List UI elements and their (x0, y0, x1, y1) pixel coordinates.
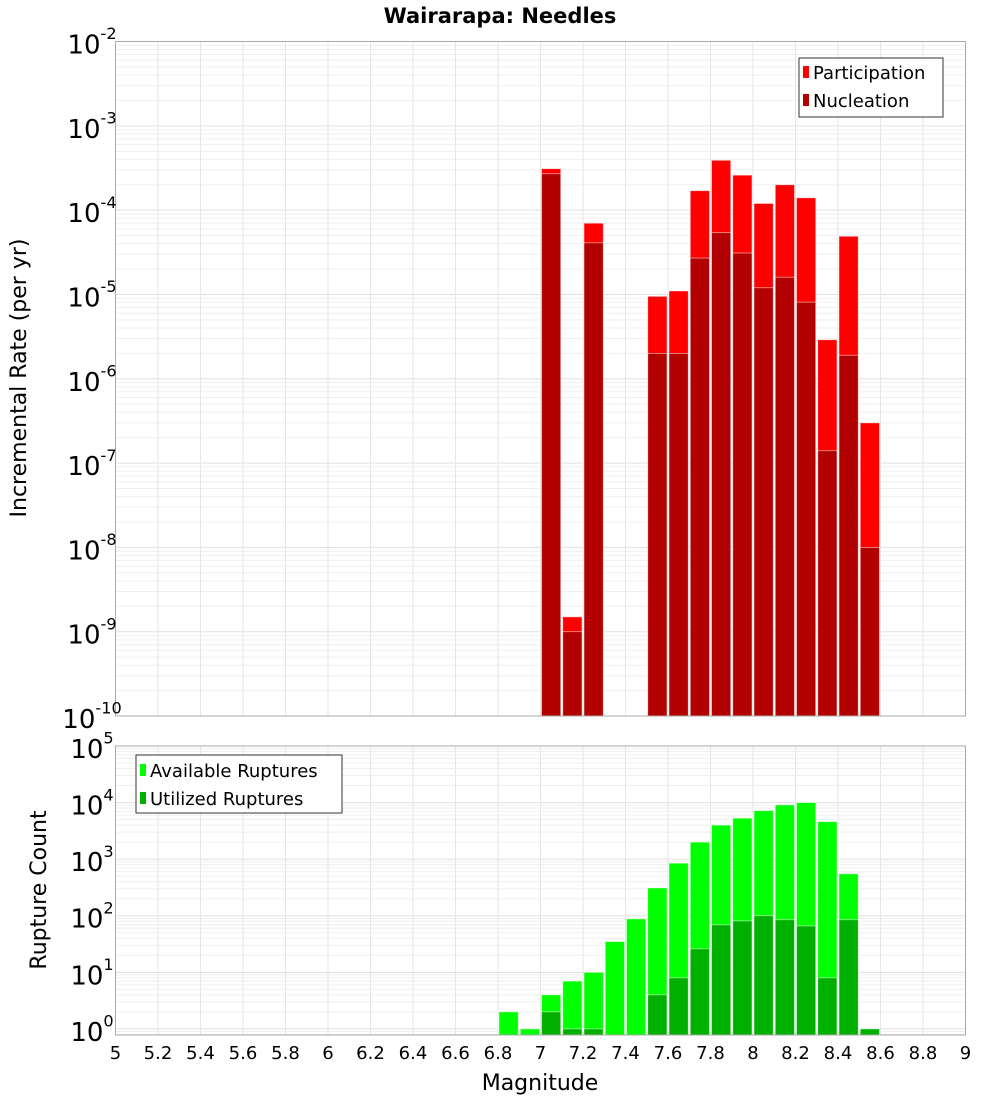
top-y-tick-label: 10-10 (62, 699, 121, 735)
x-tick-label: 6.2 (356, 1043, 385, 1064)
x-tick-label: 6.6 (441, 1043, 470, 1064)
top-bar-nucleation (732, 252, 753, 717)
top-legend: Participation Nucleation (798, 57, 944, 118)
bottom-y-tick-label: 105 (70, 729, 113, 765)
bottom-bar-available-ruptures (519, 1028, 540, 1036)
legend-label-available: Available Ruptures (150, 761, 318, 782)
top-bar-nucleation (753, 287, 774, 717)
x-tick-label: 9 (960, 1043, 971, 1064)
top-bar-nucleation (774, 276, 795, 717)
top-y-tick-label: 10-3 (67, 109, 116, 145)
legend-swatch-nucleation (803, 94, 809, 106)
x-axis-label: Magnitude (482, 1071, 599, 1096)
bottom-bar-utilized-ruptures (817, 977, 838, 1036)
bottom-bar-utilized-ruptures (859, 1028, 880, 1036)
top-y-tick-label: 10-7 (67, 446, 116, 482)
bottom-bar-utilized-ruptures (796, 925, 817, 1036)
bottom-bar-available-ruptures (604, 941, 625, 1036)
top-y-tick-label: 10-8 (67, 530, 116, 566)
bottom-y-tick-label: 104 (70, 785, 113, 821)
bottom-bar-utilized-ruptures (562, 1028, 583, 1036)
top-bar-nucleation (838, 354, 859, 717)
top-bar-nucleation (689, 257, 710, 717)
top-bar-nucleation (668, 352, 689, 717)
legend-swatch-participation (803, 66, 809, 78)
bottom-bar-utilized-ruptures (668, 977, 689, 1036)
legend-label-nucleation: Nucleation (813, 91, 909, 112)
x-tick-label: 5.8 (271, 1043, 300, 1064)
top-plot-border (115, 41, 966, 717)
bottom-y-axis-label: Rupture Count (27, 810, 52, 970)
top-bar-nucleation (562, 631, 583, 717)
bottom-y-tick-label: 102 (70, 898, 113, 934)
bottom-y-tick-label: 103 (70, 842, 113, 878)
top-bar-nucleation (541, 173, 562, 717)
x-tick-label: 7 (535, 1043, 546, 1064)
x-tick-label: 8 (747, 1043, 758, 1064)
bottom-bar-utilized-ruptures (689, 948, 710, 1036)
bottom-bar-utilized-ruptures (583, 1028, 604, 1036)
top-y-axis-label: Incremental Rate (per yr) (7, 239, 32, 518)
top-y-tick-label: 10-5 (67, 277, 116, 313)
x-tick-label: 8.2 (781, 1043, 810, 1064)
bottom-bar-utilized-ruptures (711, 924, 732, 1036)
top-y-tick-label: 10-4 (67, 193, 116, 229)
bottom-bar-available-ruptures (583, 971, 604, 1036)
top-bar-nucleation (796, 301, 817, 717)
top-bar-nucleation (859, 546, 880, 717)
legend-label-participation: Participation (813, 63, 925, 84)
top-bar-nucleation (711, 232, 732, 717)
x-tick-label: 6.8 (484, 1043, 513, 1064)
bottom-plot-border (115, 745, 966, 1036)
top-plot-rate: 10-10 10-9 10-8 10-7 10-6 10-5 10-4 10-3 10-2 (62, 24, 966, 735)
bottom-bar-utilized-ruptures (541, 1011, 562, 1036)
bottom-bar-available-ruptures (626, 918, 647, 1036)
x-tick-label: 5.2 (144, 1043, 173, 1064)
x-axis-ticks: 5 5.2 5.4 5.6 5.8 6 6.2 6.4 6.6 6.8 7 7.2 7.4 7.6 7.8 8… (110, 1043, 971, 1064)
top-bar-nucleation (817, 450, 838, 717)
x-tick-label: 6.4 (399, 1043, 428, 1064)
x-tick-label: 6 (322, 1043, 333, 1064)
x-tick-label: 8.4 (824, 1043, 853, 1064)
x-tick-label: 7.8 (696, 1043, 725, 1064)
bottom-bar-utilized-ruptures (732, 920, 753, 1036)
legend-swatch-utilized (140, 792, 146, 804)
top-bar-nucleation (583, 242, 604, 717)
x-tick-label: 7.4 (611, 1043, 640, 1064)
top-y-tick-label: 10-9 (67, 614, 116, 650)
x-tick-label: 5.4 (186, 1043, 215, 1064)
bottom-bar-available-ruptures (498, 1011, 519, 1036)
legend-swatch-available (140, 764, 146, 776)
top-bar-nucleation (647, 352, 668, 717)
chart-title: Wairarapa: Needles (384, 4, 617, 28)
x-tick-label: 8.8 (909, 1043, 938, 1064)
x-tick-label: 5 (110, 1043, 121, 1064)
bottom-bar-utilized-ruptures (647, 994, 668, 1036)
top-y-tick-label: 10-6 (67, 361, 116, 397)
bottom-y-tick-label: 101 (70, 955, 113, 991)
bottom-bar-utilized-ruptures (753, 915, 774, 1036)
bottom-bar-utilized-ruptures (774, 919, 795, 1036)
top-y-tick-label: 10-2 (67, 24, 116, 60)
bottom-y-tick-label: 100 (70, 1012, 113, 1048)
x-tick-label: 8.6 (866, 1043, 895, 1064)
bottom-legend: Available Ruptures Utilized Ruptures (135, 754, 343, 814)
x-tick-label: 5.6 (229, 1043, 258, 1064)
bottom-bar-utilized-ruptures (838, 919, 859, 1036)
x-tick-label: 7.2 (569, 1043, 598, 1064)
bottom-bar-available-ruptures (562, 980, 583, 1036)
legend-label-utilized: Utilized Ruptures (150, 789, 303, 810)
x-tick-label: 7.6 (654, 1043, 683, 1064)
